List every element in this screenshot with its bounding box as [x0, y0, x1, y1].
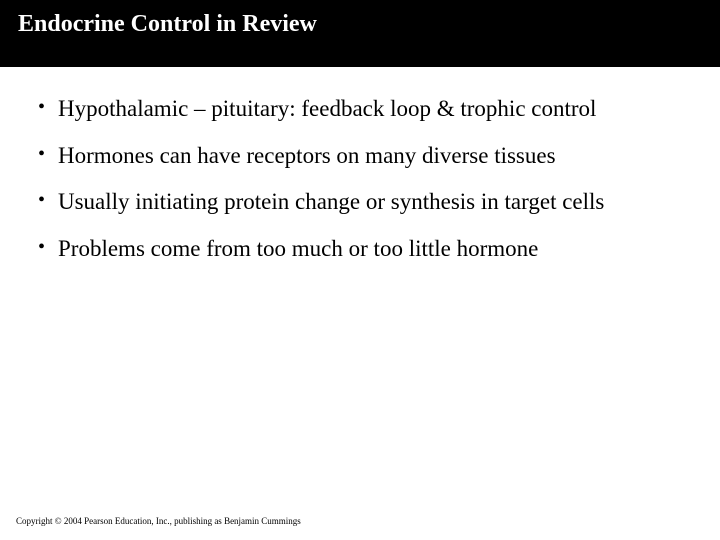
bullet-item: Hypothalamic – pituitary: feedback loop …	[34, 95, 686, 124]
slide-title: Endocrine Control in Review	[18, 10, 702, 39]
copyright-text: Copyright © 2004 Pearson Education, Inc.…	[16, 516, 301, 526]
bullet-item: Usually initiating protein change or syn…	[34, 188, 686, 217]
bullet-item: Problems come from too much or too littl…	[34, 235, 686, 264]
bullet-item: Hormones can have receptors on many dive…	[34, 142, 686, 171]
slide: Endocrine Control in Review Hypothalamic…	[0, 0, 720, 540]
bullet-list: Hypothalamic – pituitary: feedback loop …	[34, 95, 686, 264]
slide-body: Hypothalamic – pituitary: feedback loop …	[0, 67, 720, 264]
title-bar: Endocrine Control in Review	[0, 0, 720, 67]
